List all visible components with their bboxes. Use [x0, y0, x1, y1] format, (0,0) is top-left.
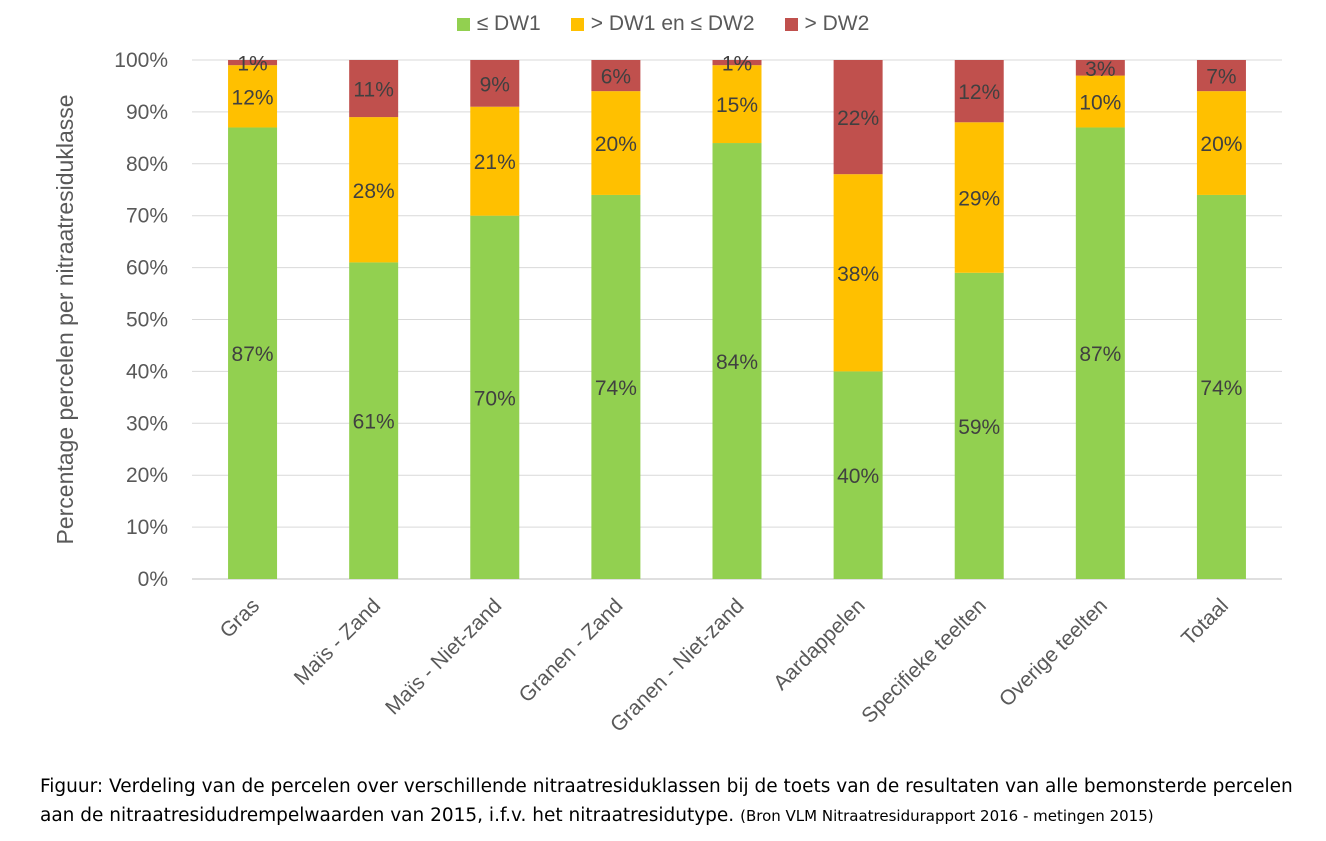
y-tick-label: 30% — [126, 412, 168, 435]
bar-segment — [1196, 60, 1246, 92]
bar-segment — [1196, 91, 1246, 195]
data-label: 21% — [474, 151, 516, 174]
data-label: 87% — [232, 343, 274, 366]
figure-caption: Figuur: Verdeling van de percelen over v… — [40, 772, 1320, 831]
data-label: 59% — [958, 416, 1000, 439]
caption-text: Figuur: Verdeling van de percelen over v… — [40, 776, 1293, 826]
bar-segment — [833, 60, 883, 175]
data-label: 87% — [1079, 343, 1121, 366]
x-tick-label: Aardappelen — [769, 594, 869, 694]
bar-segment — [349, 262, 399, 579]
y-tick-label: 10% — [126, 516, 168, 539]
bar-segment — [591, 194, 641, 579]
x-tick-label: Granen - Niet-zand — [606, 594, 749, 737]
data-label: 20% — [1200, 133, 1242, 156]
y-tick-label: 90% — [126, 101, 168, 124]
bar-segment — [712, 60, 762, 66]
data-label: 1% — [722, 53, 752, 76]
y-tick-label: 40% — [126, 360, 168, 383]
data-label: 40% — [837, 465, 879, 488]
data-label: 74% — [595, 377, 637, 400]
bar-segment — [712, 65, 762, 144]
data-label: 38% — [837, 263, 879, 286]
legend-swatch-dw1-dw2 — [570, 17, 584, 31]
data-label: 84% — [716, 351, 758, 374]
bar-segment — [591, 60, 641, 92]
data-label: 61% — [353, 411, 395, 434]
data-label: 6% — [601, 66, 631, 89]
y-tick-label: 0% — [138, 568, 168, 591]
data-label: 9% — [480, 73, 510, 96]
bar-segment — [1075, 60, 1125, 76]
y-tick-label: 80% — [126, 153, 168, 176]
bar-segment — [228, 60, 278, 66]
legend-label-dw2: > DW2 — [804, 12, 870, 35]
bar-segment — [591, 91, 641, 195]
y-axis-label: Percentage percelen per nitraatresidukla… — [52, 94, 78, 544]
bar-segment — [470, 106, 520, 216]
bar-segment — [954, 272, 1004, 579]
data-label: 1% — [237, 53, 267, 76]
caption-source: (Bron VLM Nitraatresidurapport 2016 - me… — [740, 807, 1154, 825]
bar-segment — [954, 60, 1004, 123]
bar-segment — [712, 143, 762, 580]
y-tick-label: 50% — [126, 309, 168, 332]
data-label: 15% — [716, 94, 758, 117]
x-tick-label: Overige teelten — [995, 594, 1112, 711]
y-tick-label: 100% — [114, 49, 168, 72]
y-tick-label: 60% — [126, 257, 168, 280]
x-tick-label: Specifieke teelten — [857, 594, 990, 727]
stacked-bar-chart: 0% 10% 20% 30% 40% 50% 60% 70% 80% 90% 100% Percent… — [52, 49, 1282, 737]
data-label: 10% — [1079, 92, 1121, 115]
x-tick-label: Gras — [216, 594, 264, 642]
data-label: 11% — [353, 79, 393, 102]
legend-label-dw1-dw2: > DW1 en ≤ DW2 — [590, 12, 755, 35]
bar-segment — [833, 174, 883, 372]
data-label: 74% — [1200, 377, 1242, 400]
data-label: 3% — [1085, 58, 1115, 81]
bar-segment — [228, 65, 278, 128]
x-tick-label: Maïs - Zand — [290, 594, 385, 689]
bar-segment — [470, 60, 520, 107]
bar-segment — [1196, 194, 1246, 579]
bar-segment — [470, 215, 520, 579]
chart-legend: ≤ DW1 > DW1 en ≤ DW2 > DW2 — [0, 12, 1326, 36]
data-label: 28% — [353, 180, 395, 203]
legend-item-dw1-dw2: > DW1 en ≤ DW2 — [570, 12, 755, 36]
legend-item-dw1: ≤ DW1 — [456, 12, 541, 36]
bar-segment — [349, 60, 399, 118]
data-label: 20% — [595, 133, 637, 156]
legend-swatch-dw1 — [456, 17, 470, 31]
data-label: 12% — [232, 86, 274, 109]
bar-segment — [1075, 127, 1125, 579]
y-tick-label: 20% — [126, 464, 168, 487]
bar-segment — [349, 117, 399, 263]
legend-swatch-dw2 — [784, 17, 798, 31]
x-tick-label: Granen - Zand — [515, 594, 628, 707]
y-tick-label: 70% — [126, 205, 168, 228]
data-label: 12% — [958, 81, 1000, 104]
x-tick-label: Totaal — [1177, 594, 1233, 650]
data-label: 29% — [958, 188, 1000, 211]
x-tick-label: Maïs - Niet-zand — [381, 594, 506, 719]
bar-segment — [228, 127, 278, 579]
bar-segment — [1075, 75, 1125, 128]
legend-item-dw2: > DW2 — [784, 12, 870, 36]
bar-segment — [954, 122, 1004, 273]
data-label: 70% — [474, 387, 516, 410]
data-label: 22% — [837, 107, 879, 130]
bar-segment — [833, 371, 883, 579]
data-label: 7% — [1206, 66, 1236, 89]
legend-label-dw1: ≤ DW1 — [476, 12, 541, 35]
